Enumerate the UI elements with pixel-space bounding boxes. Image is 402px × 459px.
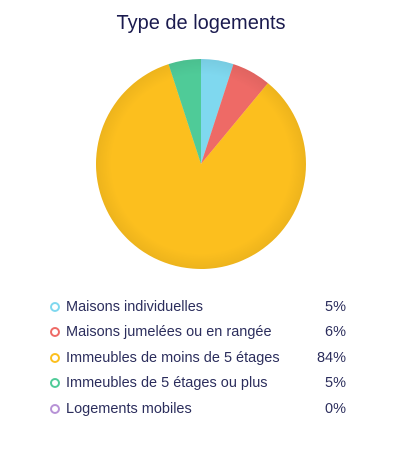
legend-value: 0% — [325, 400, 346, 417]
legend-marker — [50, 378, 60, 389]
legend-marker — [50, 403, 60, 414]
legend-marker — [50, 352, 60, 363]
legend-item-immeubles-de-5-etages-ou-plus: Immeubles de 5 étages ou plus 5% — [50, 371, 346, 397]
legend-label: Immeubles de moins de 5 étages — [66, 349, 280, 366]
legend-value: 84% — [316, 349, 346, 366]
chart-title: Type de logements — [116, 12, 286, 34]
legend-item-immeubles-de-moins-de-5-etages: Immeubles de moins de 5 étages 84% — [50, 345, 346, 371]
legend-label: Logements mobiles — [66, 400, 192, 417]
legend-item-logements-mobiles: Logements mobiles 0% — [50, 396, 346, 422]
legend-item-maisons-individuelles: Maisons individuelles 5% — [50, 294, 346, 320]
legend-marker — [50, 301, 60, 312]
legend: Maisons individuelles 5% Maisons jumelées … — [50, 294, 346, 422]
legend-value: 6% — [325, 324, 346, 341]
legend-item-maisons-jumelees-ou-en-rangee: Maisons jumelées ou en rangée 6% — [50, 320, 346, 346]
legend-label: Maisons jumelées ou en rangée — [66, 324, 272, 341]
legend-label: Maisons individuelles — [66, 298, 204, 315]
legend-value: 5% — [325, 375, 346, 392]
legend-label: Immeubles de 5 étages ou plus — [66, 375, 268, 392]
pie-slices — [95, 59, 306, 270]
pie-svg — [95, 59, 306, 270]
legend-value: 5% — [325, 298, 346, 315]
pie-chart — [95, 59, 306, 270]
legend-marker — [50, 327, 60, 338]
